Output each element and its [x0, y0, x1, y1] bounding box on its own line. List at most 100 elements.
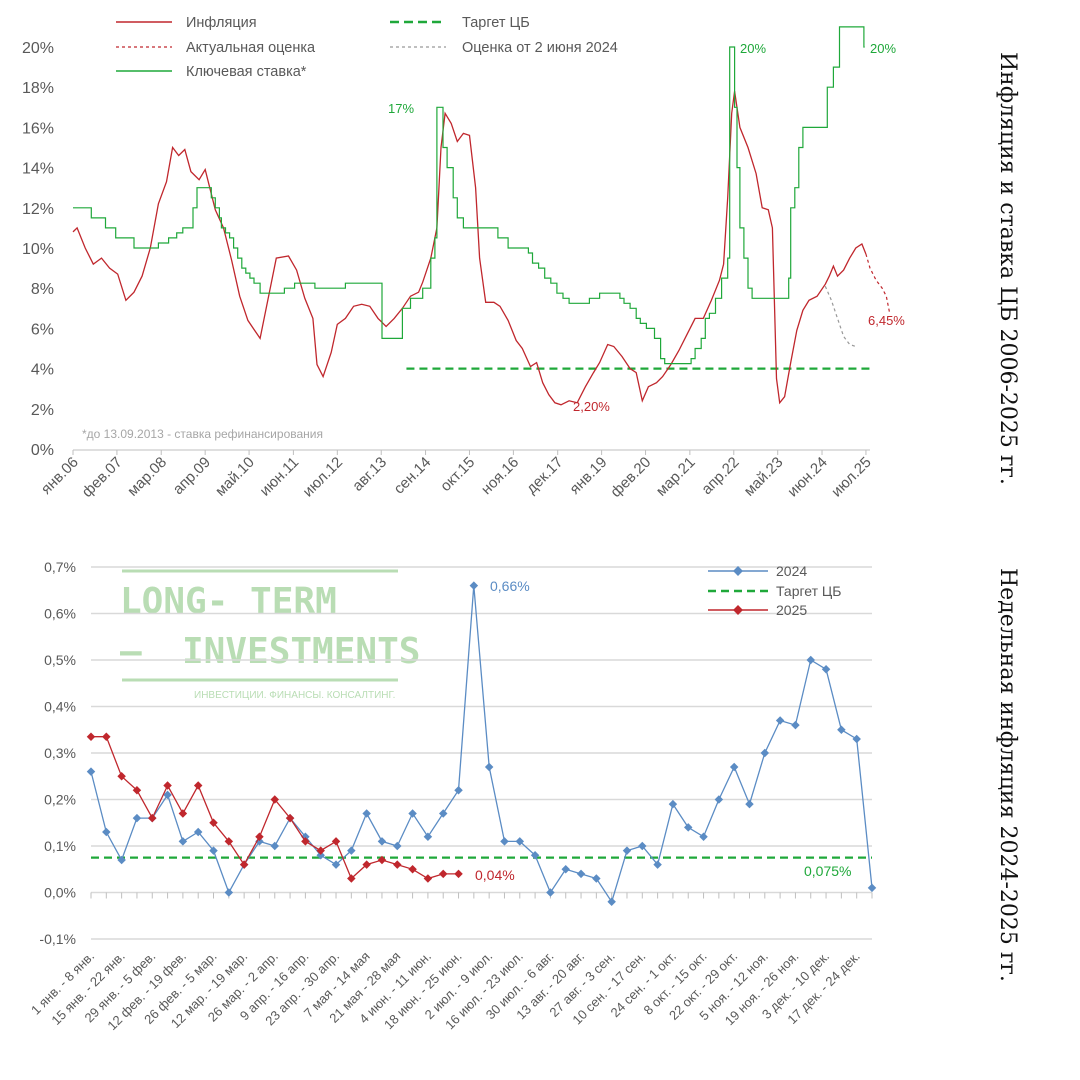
point-2024	[791, 720, 800, 730]
y-tick-label: 0,0%	[44, 885, 76, 901]
y-tick-label: 16%	[22, 120, 54, 137]
x-tick-label: июл.25	[828, 454, 875, 501]
x-tick-label: июл.12	[300, 454, 347, 501]
legend-inflation-label: Инфляция	[186, 15, 257, 31]
point-2024	[821, 665, 831, 674]
watermark-line1: LONG- TERM	[120, 581, 337, 622]
annotation-last-2025: 0,04%	[475, 867, 515, 883]
point-2025	[331, 837, 341, 846]
point-2024	[745, 799, 754, 809]
y-tick-label: 6%	[31, 321, 54, 338]
point-2025	[377, 855, 387, 865]
y-tick-label: 0,3%	[44, 745, 76, 761]
point-2025	[408, 865, 417, 874]
point-2025	[163, 781, 172, 790]
point-2024	[775, 716, 785, 725]
chart1-legend: Инфляция Актуальная оценка Ключевая став…	[116, 15, 618, 80]
point-2024	[653, 860, 662, 869]
point-2024	[867, 883, 877, 893]
point-2024	[852, 734, 861, 744]
chart2-x-axis: 1 янв. - 8 янв.15 янв. - 22 янв.29 янв. …	[28, 949, 863, 1034]
point-2025	[148, 813, 157, 823]
x-tick-label: июн.24	[784, 454, 831, 501]
y-tick-label: 8%	[31, 281, 54, 298]
point-2024	[806, 655, 815, 665]
point-2024	[837, 725, 846, 734]
watermark-tagline: ИНВЕСТИЦИИ. ФИНАНСЫ. КОНСАЛТИНГ.	[194, 690, 395, 701]
chart1-y-axis: 0% 2% 4% 6% 8% 10% 12% 14% 16% 18% 20%	[22, 40, 870, 459]
point-2025	[239, 860, 249, 869]
point-2025	[438, 869, 448, 879]
series-line-inflation	[72, 91, 867, 406]
legend-target-label: Таргет ЦБ	[462, 15, 530, 31]
point-2024	[699, 832, 708, 841]
point-2025	[193, 781, 203, 790]
point-2024	[270, 841, 280, 851]
point-2024	[438, 809, 448, 818]
chart2-title: Недельная инфляция 2024-2025 гг.	[995, 568, 1020, 982]
point-2024	[132, 813, 142, 823]
annotation-rate-2014: 17%	[388, 101, 414, 116]
y-tick-label: 0,4%	[44, 699, 76, 715]
series-line-estimate_june	[824, 285, 856, 348]
point-2024	[423, 832, 433, 841]
y-tick-label: 0,5%	[44, 652, 76, 668]
annotation-target: 0,075%	[804, 863, 851, 879]
series-line-estimate_actual	[865, 253, 891, 313]
point-2024	[561, 865, 570, 874]
point-2024	[331, 860, 341, 869]
annotation-rate-2025: 20%	[870, 41, 896, 56]
point-2024	[408, 809, 417, 818]
legend-target2-label: Таргет ЦБ	[776, 583, 841, 599]
watermark-dash: —	[120, 631, 142, 672]
point-2025	[86, 732, 96, 741]
point-2024	[622, 846, 632, 855]
point-2025	[270, 795, 280, 804]
x-tick-label: мар.21	[653, 454, 699, 500]
y-tick-label: 12%	[22, 201, 54, 218]
point-2024	[668, 799, 678, 809]
point-2025	[285, 813, 295, 823]
chart2-y-axis: -0,1% 0,0% 0,1% 0,2% 0,3% 0,4% 0,5% 0,6% 0,7%	[39, 559, 873, 947]
point-2024	[255, 837, 264, 846]
point-2024	[714, 795, 724, 804]
point-2024	[178, 837, 188, 846]
watermark-logo: LONG- TERM — INVESTMENTS ИНВЕСТИЦИИ. ФИН…	[120, 569, 420, 701]
x-tick-label: янв.06	[38, 454, 82, 498]
legend-estimate-june-label: Оценка от 2 июня 2024	[462, 40, 618, 56]
annotation-inflation-forecast: 6,45%	[868, 313, 905, 328]
point-2024	[454, 785, 463, 795]
y-tick-label: 0,1%	[44, 838, 76, 854]
point-2024	[638, 841, 647, 851]
annotation-rate-2022: 20%	[740, 41, 766, 56]
y-tick-label: 2%	[31, 402, 54, 419]
annotation-inflation-low: 2,20%	[573, 399, 610, 414]
point-2024	[86, 767, 96, 776]
legend-2024-label: 2024	[776, 563, 807, 579]
legend-2024-marker	[733, 566, 743, 576]
y-tick-label: 0%	[31, 442, 54, 459]
x-tick-label: авг.13	[349, 454, 390, 495]
point-2025	[423, 874, 433, 883]
point-2024	[377, 837, 387, 846]
point-2025	[255, 832, 264, 841]
y-tick-label: 0,2%	[44, 792, 76, 808]
x-tick-label: ноя.16	[478, 454, 522, 498]
x-tick-label: окт.15	[437, 454, 478, 495]
point-2024	[484, 762, 494, 772]
point-2024	[530, 851, 540, 860]
point-2024	[362, 809, 371, 818]
watermark-line2: INVESTMENTS	[182, 631, 420, 672]
annotation-peak: 0,66%	[490, 578, 530, 594]
point-2024	[515, 837, 525, 846]
series-line-key_rate	[73, 26, 865, 365]
point-2024	[102, 827, 111, 837]
x-tick-label: сен.14	[391, 454, 435, 498]
y-tick-label: 10%	[22, 241, 54, 258]
x-tick-label: фев.07	[79, 454, 126, 501]
y-tick-label: 18%	[22, 80, 54, 97]
chart1-title: Инфляция и ставка ЦБ 2006-2025 гг.	[995, 52, 1020, 485]
x-tick-label: мар.08	[124, 454, 170, 500]
point-2024	[316, 851, 325, 860]
